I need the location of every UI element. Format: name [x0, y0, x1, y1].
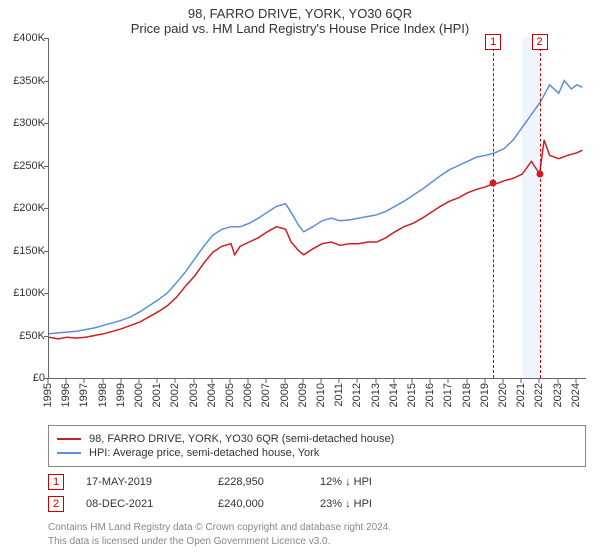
x-tick-label: 2016	[424, 383, 436, 407]
x-tick-label: 1996	[60, 383, 72, 407]
y-tick-mark	[44, 81, 49, 82]
x-tick-label: 2008	[279, 383, 291, 407]
marker-tag: 2	[532, 34, 548, 50]
y-tick-mark	[44, 336, 49, 337]
sale-tag: 1	[48, 474, 64, 490]
chart-subtitle: Price paid vs. HM Land Registry's House …	[0, 21, 600, 38]
footnote-line: Contains HM Land Registry data © Crown c…	[48, 521, 586, 535]
sale-price: £240,000	[218, 498, 298, 510]
sale-date: 17-MAY-2019	[86, 476, 196, 488]
marker-shade	[522, 38, 539, 378]
x-tick-label: 2014	[388, 383, 400, 407]
y-tick-mark	[44, 38, 49, 39]
sale-row: 2 08-DEC-2021 £240,000 23% ↓ HPI	[48, 493, 586, 515]
sale-tag: 2	[48, 496, 64, 512]
legend-label: 98, FARRO DRIVE, YORK, YO30 6QR (semi-de…	[89, 433, 394, 445]
series-line-price_paid	[49, 140, 582, 339]
x-tick-label: 2018	[461, 383, 473, 407]
legend-item: 98, FARRO DRIVE, YORK, YO30 6QR (semi-de…	[57, 432, 577, 446]
x-tick-label: 2009	[297, 383, 309, 407]
x-tick-label: 2005	[224, 383, 236, 407]
sale-point	[536, 171, 543, 178]
sales-table: 1 17-MAY-2019 £228,950 12% ↓ HPI 2 08-DE…	[48, 471, 586, 515]
x-tick-label: 1998	[97, 383, 109, 407]
sale-point	[490, 180, 497, 187]
chart-container: 98, FARRO DRIVE, YORK, YO30 6QR Price pa…	[0, 0, 600, 560]
x-tick-label: 2017	[442, 383, 454, 407]
x-tick-label: 2024	[570, 383, 582, 407]
y-tick-mark	[44, 123, 49, 124]
sale-delta: 12% ↓ HPI	[320, 476, 372, 488]
x-tick-label: 2007	[260, 383, 272, 407]
legend-item: HPI: Average price, semi-detached house,…	[57, 446, 577, 460]
sale-date: 08-DEC-2021	[86, 498, 196, 510]
x-tick-label: 2003	[188, 383, 200, 407]
line-series-layer	[49, 38, 586, 378]
marker-line	[540, 38, 541, 378]
y-tick-mark	[44, 293, 49, 294]
footnote: Contains HM Land Registry data © Crown c…	[48, 521, 586, 548]
marker-tag: 1	[485, 34, 501, 50]
x-tick-label: 2006	[242, 383, 254, 407]
x-tick-label: 2022	[533, 383, 545, 407]
y-tick-mark	[44, 208, 49, 209]
series-line-hpi	[49, 81, 582, 334]
x-tick-label: 2000	[133, 383, 145, 407]
legend: 98, FARRO DRIVE, YORK, YO30 6QR (semi-de…	[48, 425, 586, 467]
y-tick-mark	[44, 251, 49, 252]
x-tick-label: 2023	[552, 383, 564, 407]
x-axis-ticks: 1995199619971998199920002001200220032004…	[48, 379, 586, 419]
plot-area: £0£50K£100K£150K£200K£250K£300K£350K£400…	[48, 38, 586, 379]
x-tick-label: 2013	[370, 383, 382, 407]
x-tick-label: 1999	[115, 383, 127, 407]
marker-line	[493, 38, 494, 378]
sale-delta: 23% ↓ HPI	[320, 498, 372, 510]
x-tick-label: 2001	[151, 383, 163, 407]
x-tick-label: 1997	[78, 383, 90, 407]
footnote-line: This data is licensed under the Open Gov…	[48, 535, 586, 549]
legend-swatch	[57, 438, 81, 440]
x-tick-label: 2010	[315, 383, 327, 407]
x-tick-label: 2002	[169, 383, 181, 407]
sale-row: 1 17-MAY-2019 £228,950 12% ↓ HPI	[48, 471, 586, 493]
x-tick-label: 2020	[497, 383, 509, 407]
sale-price: £228,950	[218, 476, 298, 488]
legend-label: HPI: Average price, semi-detached house,…	[89, 447, 319, 459]
x-tick-label: 2011	[333, 383, 345, 407]
x-tick-label: 2004	[206, 383, 218, 407]
x-tick-label: 2015	[406, 383, 418, 407]
x-tick-label: 2012	[351, 383, 363, 407]
x-tick-label: 2021	[515, 383, 527, 407]
x-tick-label: 2019	[479, 383, 491, 407]
chart-title: 98, FARRO DRIVE, YORK, YO30 6QR	[0, 0, 600, 21]
legend-swatch	[57, 452, 81, 454]
x-tick-label: 1995	[42, 383, 54, 407]
y-tick-mark	[44, 166, 49, 167]
